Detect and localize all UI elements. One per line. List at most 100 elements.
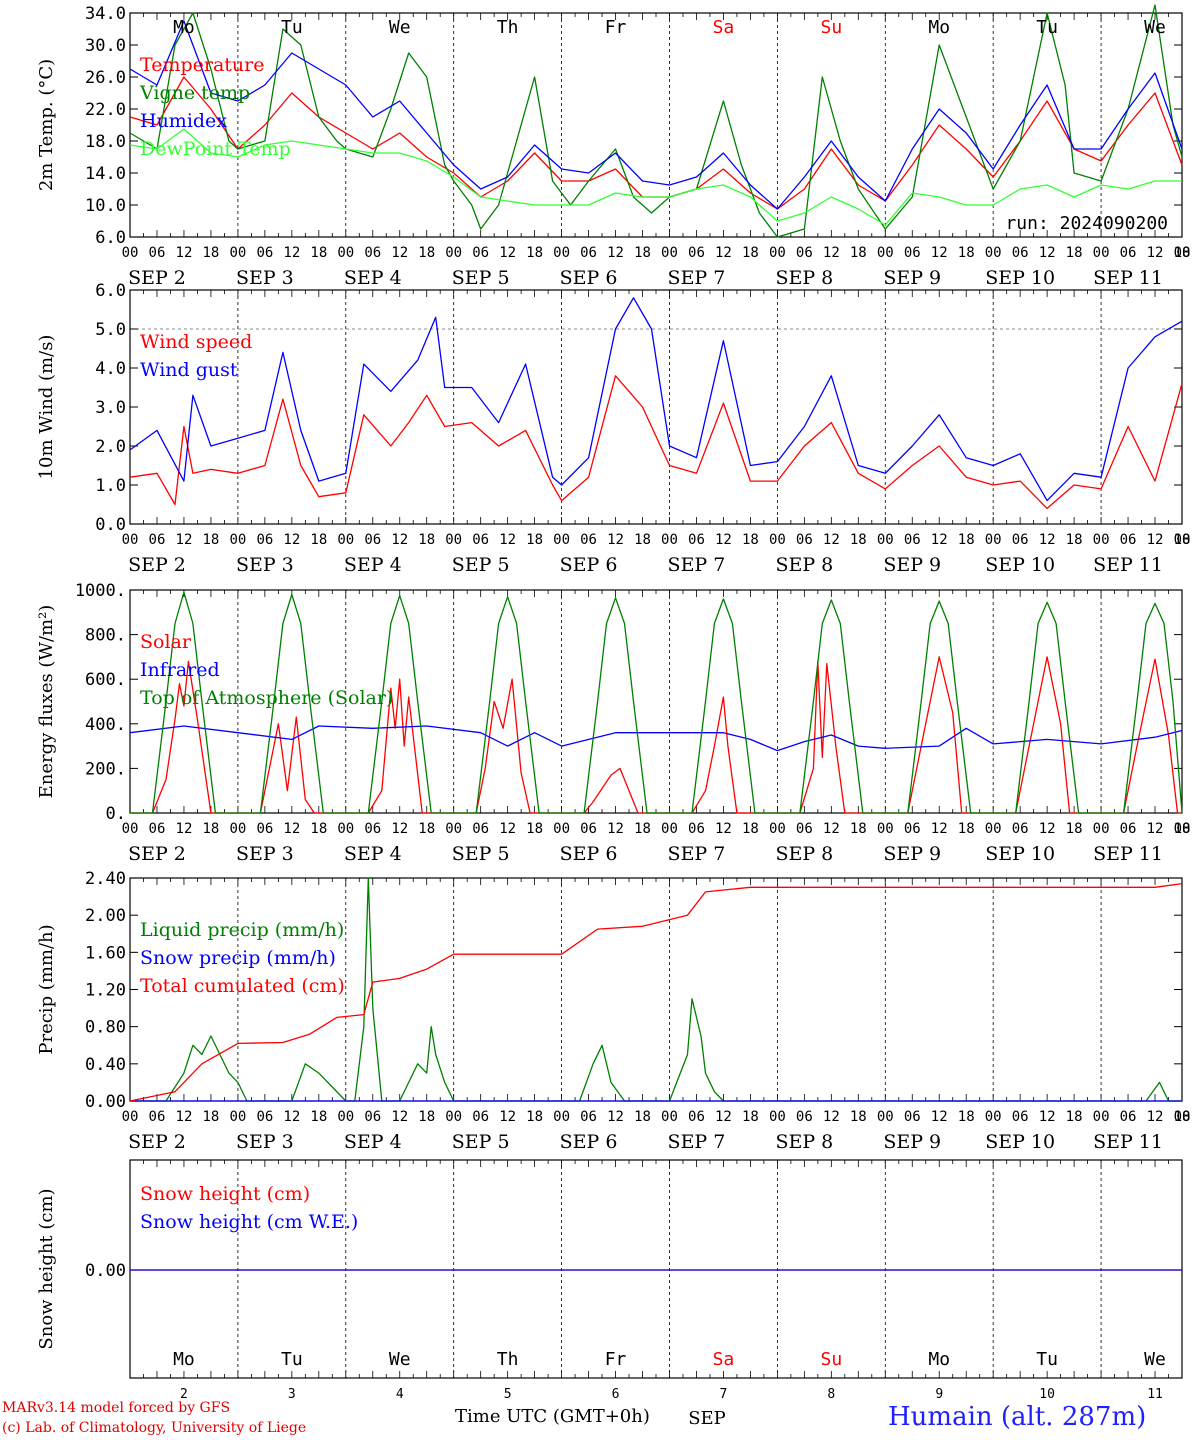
x-hour-label: 00: [661, 532, 678, 548]
x-hour-label: 12: [607, 1109, 624, 1125]
plot-frame: [129, 289, 1183, 525]
x-hour-label: 00: [229, 245, 246, 261]
day-name: Su: [820, 1349, 842, 1370]
lab-credit: (c) Lab. of Climatology, University of L…: [2, 1420, 307, 1436]
x-hour-label: 00: [1174, 1109, 1191, 1125]
x-hour-label: 00: [553, 1109, 570, 1125]
y-tick-label: 1.60: [85, 943, 126, 963]
panel-3: 1000. 800. 600. 400. 200. 0. Energy fluxes (W/…: [36, 581, 1190, 865]
x-date-label: SEP 11: [1093, 843, 1163, 865]
x-date-label: SEP 2: [128, 267, 186, 289]
x-date-label: SEP 8: [775, 843, 833, 865]
x-hour-label: 18: [310, 245, 327, 261]
run-annotation: run: 2024090200: [1005, 213, 1168, 234]
x-date-label: SEP 5: [452, 554, 510, 576]
x-date-label: SEP 2: [128, 843, 186, 865]
x-hour-label: 06: [688, 821, 705, 837]
x-date-label: SEP 11: [1093, 1131, 1163, 1153]
y-tick-label: 4.0: [95, 359, 126, 379]
x-hour-label: 00: [553, 821, 570, 837]
x-hour-label: 12: [391, 1109, 408, 1125]
y-axis-title: Energy fluxes (W/m²): [36, 605, 57, 799]
day-number: 9: [935, 1387, 943, 1402]
x-hour-label: 12: [176, 532, 193, 548]
x-hour-label: 18: [1174, 1109, 1191, 1125]
x-date-label: SEP 5: [452, 267, 510, 289]
y-tick-label: 800.: [85, 626, 126, 646]
x-hour-label: 00: [122, 532, 139, 548]
x-hour-label: 12: [607, 245, 624, 261]
x-hour-label: 12: [1147, 532, 1164, 548]
x-hour-label: 12: [176, 1109, 193, 1125]
x-hour-label: 06: [1012, 532, 1029, 548]
x-date-label: SEP 3: [236, 843, 294, 865]
x-hour-label: 06: [580, 245, 597, 261]
day-name: Fr: [605, 1349, 627, 1370]
x-hour-label: 12: [1147, 1109, 1164, 1125]
x-date-label: SEP 7: [668, 843, 726, 865]
x-hour-label: 18: [202, 532, 219, 548]
x-hour-label: 06: [688, 532, 705, 548]
day-name: We: [389, 1349, 411, 1370]
y-tick-label: 600.: [85, 670, 126, 690]
x-hour-label: 00: [122, 821, 139, 837]
x-hour-label: 18: [1066, 532, 1083, 548]
x-hour-label: 00: [122, 1109, 139, 1125]
x-hour-label: 06: [580, 532, 597, 548]
x-hour-label: 06: [796, 532, 813, 548]
x-date-label: SEP 4: [344, 1131, 402, 1153]
x-hour-label: 12: [931, 1109, 948, 1125]
x-hour-label: 18: [310, 1109, 327, 1125]
x-hour-label: 12: [931, 532, 948, 548]
y-tick-label: 5.0: [95, 320, 126, 340]
x-hour-label: 00: [445, 532, 462, 548]
legend-entry: Top of Atmosphere (Solar): [140, 687, 393, 709]
x-date-label: SEP 11: [1093, 267, 1163, 289]
x-date-label: SEP 10: [985, 843, 1055, 865]
x-hour-label: 12: [499, 532, 516, 548]
x-hour-label: 06: [149, 532, 166, 548]
x-hour-label: 00: [661, 1109, 678, 1125]
x-hour-label: 00: [769, 821, 786, 837]
y-tick-label: 1000.: [75, 581, 126, 601]
day-name: Th: [497, 1349, 519, 1370]
legend-entry: Wind speed: [140, 331, 252, 353]
x-date-label: SEP 3: [236, 554, 294, 576]
y-tick-label: 200.: [85, 759, 126, 779]
x-date-label: SEP 10: [985, 1131, 1055, 1153]
day-name: Sa: [713, 17, 735, 38]
x-date-label: SEP 4: [344, 554, 402, 576]
x-date-label: SEP 8: [775, 554, 833, 576]
legend-entry: Snow height (cm): [140, 1183, 310, 1205]
y-axis-title: 10m Wind (m/s): [36, 335, 57, 480]
x-date-label: SEP 9: [883, 1131, 941, 1153]
day-name: Tu: [1036, 1349, 1058, 1370]
x-hour-label: 00: [877, 532, 894, 548]
x-hour-label: 00: [769, 532, 786, 548]
day-number: 2: [180, 1387, 188, 1402]
x-hour-label: 18: [850, 821, 867, 837]
x-hour-label: 00: [661, 245, 678, 261]
x-hour-label: 00: [553, 532, 570, 548]
x-hour-label: 06: [1012, 1109, 1029, 1125]
x-hour-label: 06: [904, 821, 921, 837]
x-hour-label: 06: [688, 245, 705, 261]
x-hour-label: 00: [1174, 821, 1191, 837]
x-hour-label: 00: [661, 821, 678, 837]
x-hour-label: 18: [742, 245, 759, 261]
x-hour-label: 06: [364, 245, 381, 261]
series-line: [130, 656, 1182, 814]
series-line: [129, 297, 1183, 502]
x-hour-label: 12: [1147, 821, 1164, 837]
legend-entry: Wind gust: [140, 359, 238, 381]
series-line: [130, 591, 1183, 814]
series-line: [129, 4, 1183, 238]
x-hour-label: 00: [337, 821, 354, 837]
y-tick-label: 18.0: [85, 132, 126, 152]
x-hour-label: 00: [769, 245, 786, 261]
legend-entry: Solar: [140, 631, 192, 653]
x-hour-label: 12: [391, 821, 408, 837]
day-name: Mo: [173, 1349, 195, 1370]
x-hour-label: 06: [256, 245, 273, 261]
